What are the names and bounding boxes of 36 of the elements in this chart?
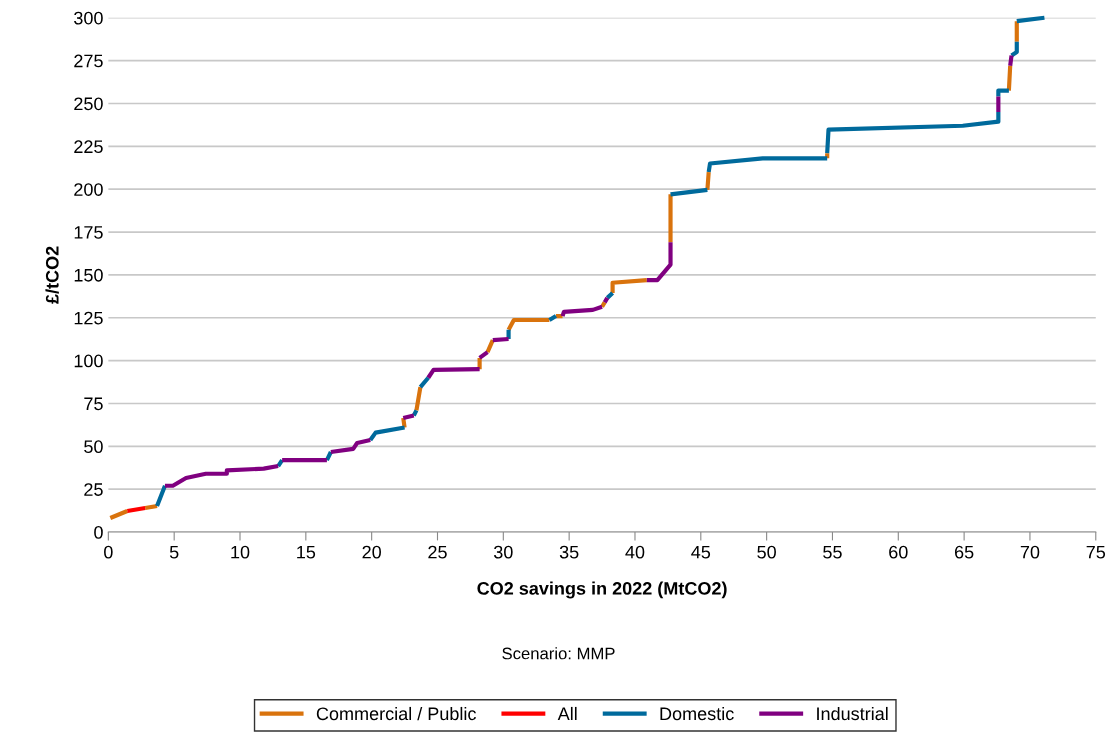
x-tick-label: 60: [889, 545, 908, 559]
y-tick-label: 75: [84, 397, 103, 411]
y-tick-label: 25: [84, 483, 103, 496]
x-tick-label: 10: [231, 545, 250, 559]
x-tick-label: 15: [297, 545, 316, 559]
y-tick-label: 275: [74, 54, 103, 68]
x-tick-label: 30: [493, 545, 513, 559]
x-tick-label: 25: [428, 545, 447, 559]
y-axis-title: £/tCO2: [45, 246, 59, 304]
legend-label: All: [557, 706, 577, 720]
y-tick-label: 100: [74, 354, 103, 368]
x-tick-label: 0: [104, 545, 113, 559]
x-tick-label: 50: [757, 545, 776, 559]
y-tick-label: 225: [74, 140, 103, 154]
y-tick-label: 250: [74, 97, 103, 111]
y-tick-label: 50: [84, 440, 103, 454]
legend-label: Commercial / Public: [316, 706, 476, 721]
y-tick-label: 175: [74, 226, 103, 239]
x-tick-label: 35: [559, 545, 579, 559]
x-tick-label: 40: [625, 545, 645, 559]
y-tick-label: 125: [74, 311, 103, 325]
x-axis-title: CO2 savings in 2022 (MtCO2): [477, 581, 727, 599]
y-tick-label: 150: [74, 268, 103, 282]
x-tick-label: 45: [691, 545, 711, 559]
y-tick-label: 200: [74, 183, 103, 196]
x-tick-label: 5: [169, 545, 179, 559]
y-tick-label: 0: [94, 525, 103, 539]
x-tick-label: 65: [955, 545, 974, 559]
text: Scenario: MMP: [502, 647, 615, 660]
x-tick-label: 55: [823, 545, 842, 559]
x-tick-label: 75: [1086, 545, 1106, 559]
legend-label: Industrial: [817, 706, 888, 721]
x-tick-label: 20: [362, 545, 381, 559]
y-tick-label: 300: [74, 11, 103, 25]
legend-label: Domestic: [660, 706, 734, 721]
x-tick-label: 70: [1020, 545, 1040, 559]
